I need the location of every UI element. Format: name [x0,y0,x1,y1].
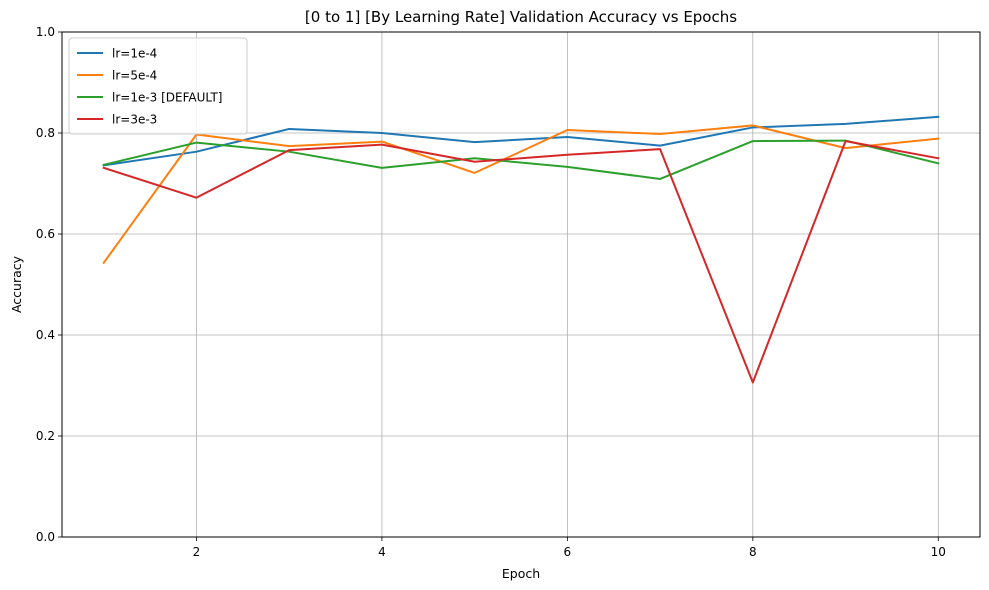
x-tick-label: 8 [749,545,757,559]
y-axis-label: Accuracy [9,255,24,313]
y-tick-label: 1.0 [36,25,55,39]
series-lines [102,115,940,384]
legend-box [68,37,248,135]
chart-title: [0 to 1] [By Learning Rate] Validation A… [305,8,737,26]
series-line [102,140,940,384]
ticks: 2 4 6 8 10 0.0 0.2 0.4 0.6 0.8 1.0 [36,25,946,559]
series-line [102,139,940,180]
y-tick-label: 0.8 [36,126,55,140]
series-line [102,124,940,265]
legend-label: lr=1e-4 [112,47,157,61]
legend-label: lr=3e-3 [112,113,157,127]
legend-label: lr=5e-4 [112,69,157,83]
legend-label: lr=1e-3 [DEFAULT] [112,91,222,105]
y-tick-label: 0.4 [36,328,55,342]
x-tick-label: 10 [931,545,946,559]
y-tick-label: 0.0 [36,530,55,544]
x-axis-label: Epoch [502,566,540,581]
y-tick-label: 0.2 [36,429,55,443]
y-tick-label: 0.6 [36,227,55,241]
legend: lr=1e-4 lr=5e-4 lr=1e-3 [DEFAULT] lr=3e-3 [68,37,248,135]
plot-frame [61,31,981,538]
x-tick-label: 6 [564,545,572,559]
x-tick-label: 4 [378,545,386,559]
x-tick-label: 2 [193,545,201,559]
